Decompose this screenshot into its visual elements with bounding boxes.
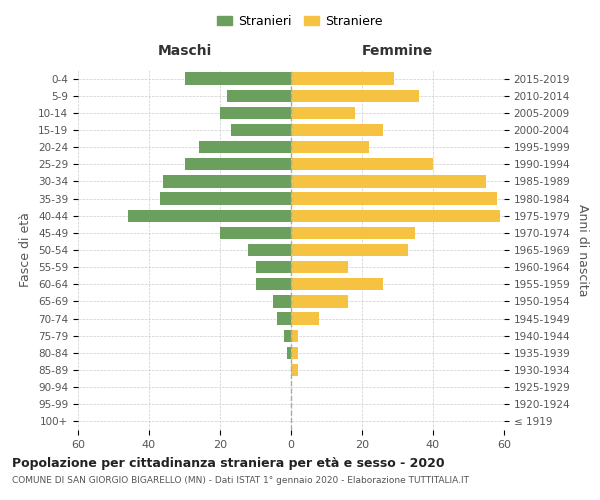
Bar: [163, 176, 291, 188]
Text: Popolazione per cittadinanza straniera per età e sesso - 2020: Popolazione per cittadinanza straniera p…: [12, 458, 445, 470]
Bar: [291, 244, 408, 256]
Bar: [230, 124, 291, 136]
Bar: [256, 278, 291, 290]
Bar: [291, 176, 486, 188]
Y-axis label: Anni di nascita: Anni di nascita: [576, 204, 589, 296]
Bar: [291, 346, 298, 359]
Bar: [220, 106, 291, 119]
Bar: [185, 72, 291, 85]
Bar: [128, 210, 291, 222]
Text: COMUNE DI SAN GIORGIO BIGARELLO (MN) - Dati ISTAT 1° gennaio 2020 - Elaborazione: COMUNE DI SAN GIORGIO BIGARELLO (MN) - D…: [12, 476, 469, 485]
Bar: [291, 210, 500, 222]
Bar: [199, 141, 291, 154]
Bar: [291, 226, 415, 239]
Bar: [291, 330, 298, 342]
Bar: [284, 330, 291, 342]
Text: Maschi: Maschi: [157, 44, 212, 58]
Bar: [291, 72, 394, 85]
Bar: [291, 90, 419, 102]
Y-axis label: Fasce di età: Fasce di età: [19, 212, 32, 288]
Bar: [273, 296, 291, 308]
Bar: [248, 244, 291, 256]
Bar: [287, 346, 291, 359]
Bar: [277, 312, 291, 324]
Bar: [185, 158, 291, 170]
Bar: [291, 141, 369, 154]
Bar: [256, 261, 291, 274]
Bar: [160, 192, 291, 204]
Legend: Stranieri, Straniere: Stranieri, Straniere: [213, 11, 387, 32]
Bar: [291, 261, 348, 274]
Bar: [291, 364, 298, 376]
Bar: [291, 278, 383, 290]
Text: Femmine: Femmine: [362, 44, 433, 58]
Bar: [291, 296, 348, 308]
Bar: [291, 124, 383, 136]
Bar: [291, 192, 497, 204]
Bar: [291, 158, 433, 170]
Bar: [227, 90, 291, 102]
Bar: [220, 226, 291, 239]
Bar: [291, 106, 355, 119]
Bar: [291, 312, 319, 324]
